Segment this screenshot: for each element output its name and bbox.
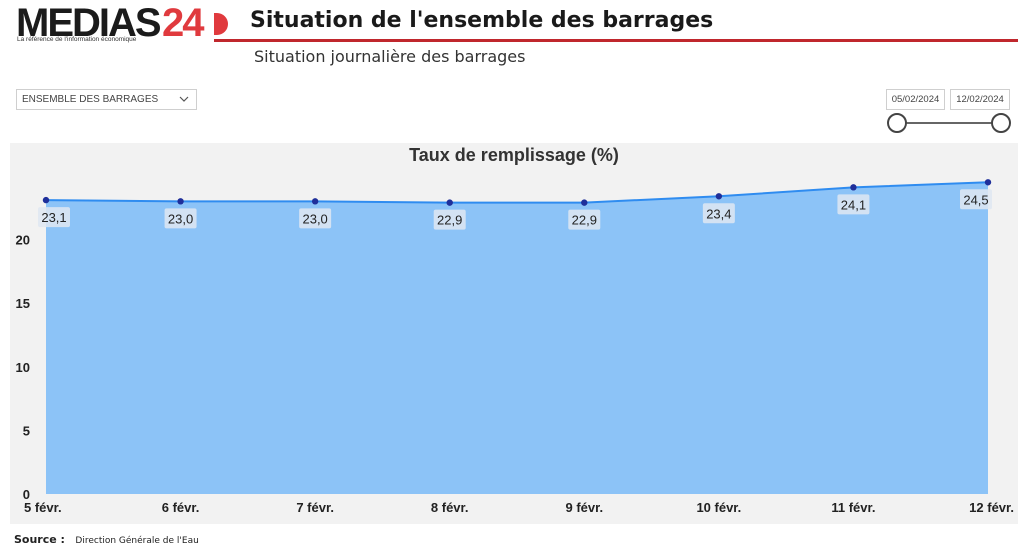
dropdown-value: ENSEMBLE DES BARRAGES xyxy=(22,94,159,105)
data-label-box xyxy=(568,209,601,230)
data-label: 24,1 xyxy=(841,197,866,212)
y-tick-label: 5 xyxy=(23,423,30,438)
source-note: Source : Direction Générale de l'Eau xyxy=(14,530,199,544)
data-label-box xyxy=(837,194,870,215)
date-range-start-handle[interactable] xyxy=(887,113,907,133)
x-tick-label: 9 févr. xyxy=(565,500,603,515)
y-tick-label: 15 xyxy=(16,296,30,311)
date-range-slider-track[interactable] xyxy=(897,122,1001,124)
data-label: 23,1 xyxy=(41,210,66,225)
logo-number: 24 xyxy=(162,1,204,45)
data-label: 22,9 xyxy=(572,213,597,228)
page-title: Situation de l'ensemble des barrages xyxy=(250,8,714,33)
x-tick-label: 5 févr. xyxy=(24,500,62,515)
title-divider xyxy=(214,39,1018,42)
data-point[interactable] xyxy=(177,198,184,205)
page-subtitle: Situation journalière des barrages xyxy=(254,47,526,66)
data-label-box xyxy=(433,209,466,230)
data-label: 24,5 xyxy=(963,192,988,207)
data-label: 22,9 xyxy=(437,213,462,228)
data-label-box xyxy=(960,189,992,210)
data-point[interactable] xyxy=(581,199,588,206)
date-range-end-handle[interactable] xyxy=(991,113,1011,133)
x-tick-label: 12 févr. xyxy=(969,500,1014,515)
date-end-field[interactable]: 12/02/2024 xyxy=(950,89,1010,110)
data-point[interactable] xyxy=(446,199,453,206)
data-label-box xyxy=(702,203,735,224)
data-label: 23,4 xyxy=(706,206,731,221)
dam-selector-dropdown[interactable]: ENSEMBLE DES BARRAGES xyxy=(16,89,197,110)
logo-word: MEDIAS xyxy=(16,1,162,45)
data-point[interactable] xyxy=(715,193,723,200)
medias24-logo: MEDIAS 24 La référence de l'information … xyxy=(16,2,231,48)
data-label-box xyxy=(164,208,197,229)
source-value: Direction Générale de l'Eau xyxy=(75,536,199,544)
source-label: Source : xyxy=(14,533,65,544)
chevron-down-icon xyxy=(179,96,189,102)
date-start-field[interactable]: 05/02/2024 xyxy=(886,89,945,110)
logo-tagline: La référence de l'information économique xyxy=(17,36,137,43)
data-label: 23,0 xyxy=(168,211,193,226)
x-tick-label: 7 févr. xyxy=(296,500,334,515)
data-label-box xyxy=(299,208,332,229)
y-tick-label: 20 xyxy=(16,233,30,248)
data-point[interactable] xyxy=(850,184,857,191)
x-tick-label: 11 févr. xyxy=(831,500,875,515)
data-label-box xyxy=(38,207,70,228)
data-label: 23,0 xyxy=(302,211,327,226)
logo-d-mark xyxy=(214,13,228,35)
x-tick-label: 8 févr. xyxy=(431,500,469,515)
data-point[interactable] xyxy=(984,179,992,186)
area-fill xyxy=(46,182,988,494)
data-point[interactable] xyxy=(42,196,50,204)
chart-title: Taux de remplissage (%) xyxy=(409,145,619,165)
series-line xyxy=(45,181,989,204)
x-tick-label: 6 févr. xyxy=(162,500,200,515)
data-point[interactable] xyxy=(311,198,319,205)
y-tick-label: 10 xyxy=(16,360,30,375)
y-tick-label: 0 xyxy=(23,487,30,502)
x-tick-label: 10 févr. xyxy=(696,500,741,515)
